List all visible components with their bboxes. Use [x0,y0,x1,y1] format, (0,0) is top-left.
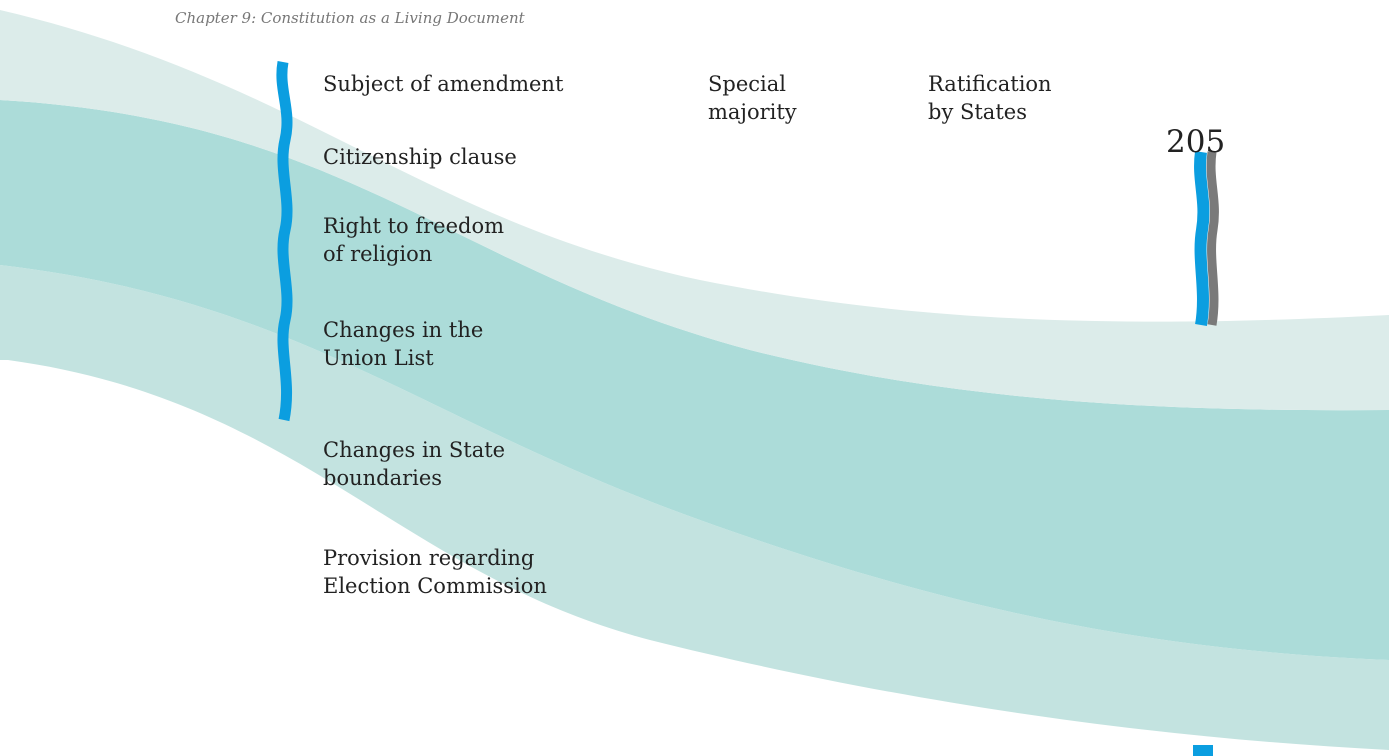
row-subject: Provision regarding Election Commission [323,544,547,600]
band-upper [0,10,1389,411]
chapter-title: Chapter 9: Constitution as a Living Docu… [175,9,525,27]
cell-line: Special [708,72,786,96]
side-bar-blue [1194,151,1210,327]
side-bar-gray [1206,151,1219,326]
row-subject: Right to freedom of religion [323,212,504,268]
cell-line: majority [708,100,797,124]
margin-bar [276,61,293,422]
cell-line: Subject of amendment [323,72,564,96]
band-lower [0,265,1389,750]
page-number: 205 [1166,124,1226,160]
row-subject: Citizenship clause [323,143,517,171]
cell-line: Ratification [928,72,1052,96]
column-header: Subject of amendment [323,70,563,98]
cell-line: Changes in State [323,438,506,462]
cell-line: boundaries [323,466,443,490]
cell-line: Provision regarding [323,546,535,570]
column-header: Ratification by States [928,70,1052,126]
cell-line: Election Commission [323,574,547,598]
row-subject: Changes in the Union List [323,316,483,372]
cell-line: of religion [323,242,433,266]
column-header: Special majority [708,70,797,126]
side-bar-bottom [1193,745,1213,756]
cell-line: by States [928,100,1027,124]
cell-line: Citizenship clause [323,145,517,169]
band-middle [0,100,1389,660]
cell-line: Union List [323,346,434,370]
cell-line: Changes in the [323,318,484,342]
cell-line: Right to freedom [323,214,505,238]
row-subject: Changes in State boundaries [323,436,505,492]
